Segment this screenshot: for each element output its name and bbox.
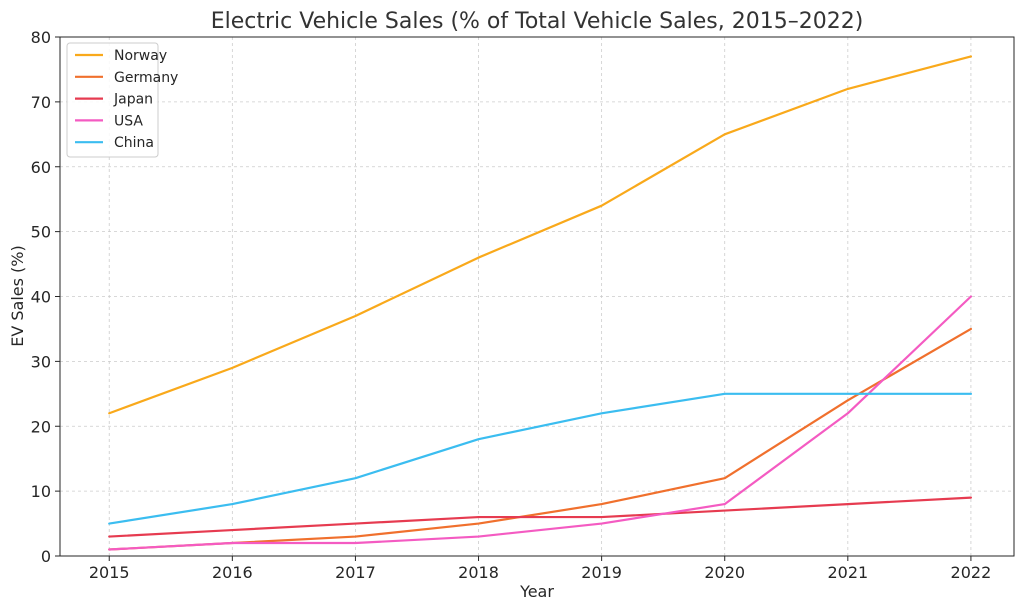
y-tick-label: 20 <box>31 417 51 436</box>
legend: Norway Germany Japan USA China <box>66 42 178 158</box>
chart-title: Electric Vehicle Sales (% of Total Vehic… <box>211 9 864 34</box>
legend-label-usa: USA <box>114 113 143 129</box>
legend-box <box>66 42 159 158</box>
x-tick-label: 2016 <box>212 563 253 582</box>
x-axis-title: Year <box>519 582 554 601</box>
y-tick-label: 80 <box>31 28 51 47</box>
x-tick-label: 2017 <box>335 563 376 582</box>
x-tick-label: 2020 <box>704 563 745 582</box>
y-axis-title: EV Sales (%) <box>8 245 27 347</box>
y-axis-ticks: 0 10 20 30 40 50 60 70 80 <box>31 28 60 566</box>
y-tick-label: 60 <box>31 158 51 177</box>
x-tick-label: 2018 <box>458 563 499 582</box>
legend-label-germany: Germany <box>114 70 178 86</box>
series-line-usa <box>108 295 973 551</box>
y-tick-label: 10 <box>31 482 51 501</box>
grid <box>60 36 1014 557</box>
y-tick-label: 40 <box>31 288 51 307</box>
x-tick-label: 2022 <box>951 563 992 582</box>
series-line-japan <box>108 496 973 538</box>
legend-label-china: China <box>114 135 154 151</box>
legend-label-norway: Norway <box>114 48 167 64</box>
legend-label-japan: Japan <box>113 92 153 108</box>
y-tick-label: 30 <box>31 352 51 371</box>
y-tick-label: 50 <box>31 223 51 242</box>
series-lines <box>108 55 973 551</box>
x-tick-label: 2019 <box>581 563 622 582</box>
y-tick-label: 0 <box>41 547 51 566</box>
x-tick-label: 2021 <box>827 563 868 582</box>
series-line-china <box>108 392 973 525</box>
y-tick-label: 70 <box>31 93 51 112</box>
series-line-norway <box>108 55 973 415</box>
x-axis-ticks: 2015 2016 2017 2018 2019 2020 2021 2022 <box>89 556 991 582</box>
x-tick-label: 2015 <box>89 563 130 582</box>
